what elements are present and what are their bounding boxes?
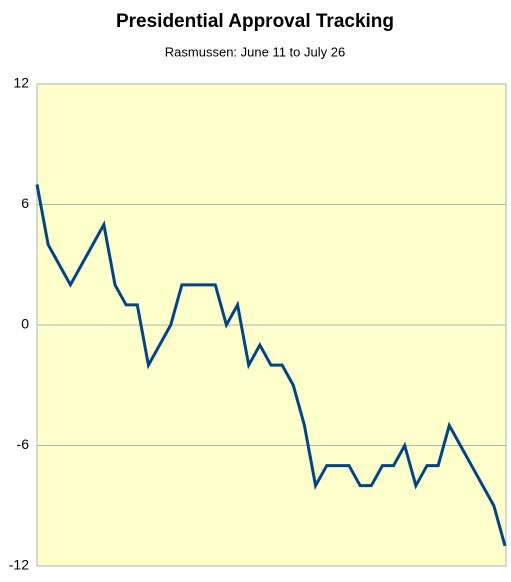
line-series	[35, 184, 507, 547]
y-tick-label: 12	[13, 75, 29, 91]
chart-subtitle: Rasmussen: June 11 to July 26	[165, 44, 345, 59]
y-tick-label: 0	[21, 316, 29, 332]
y-tick-label: -6	[17, 436, 30, 452]
y-tick-label: 6	[21, 195, 29, 211]
y-tick-label: -12	[9, 557, 29, 573]
chart-title: Presidential Approval Tracking	[116, 11, 394, 32]
